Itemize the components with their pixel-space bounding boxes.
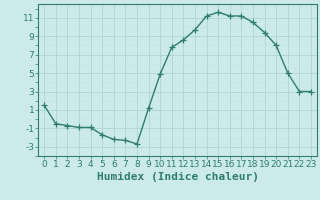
- X-axis label: Humidex (Indice chaleur): Humidex (Indice chaleur): [97, 172, 259, 182]
